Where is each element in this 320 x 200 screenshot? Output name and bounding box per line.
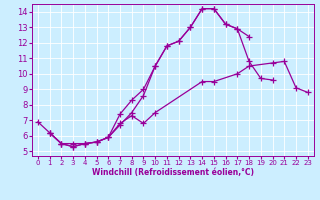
X-axis label: Windchill (Refroidissement éolien,°C): Windchill (Refroidissement éolien,°C) [92,168,254,177]
